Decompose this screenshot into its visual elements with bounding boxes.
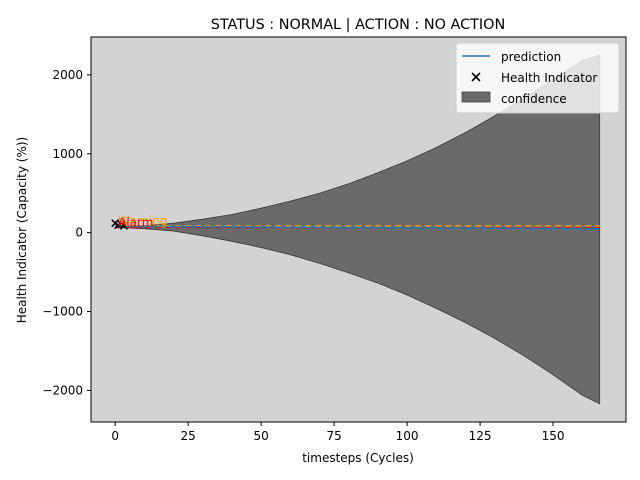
x-tick-label: 0 bbox=[111, 429, 119, 443]
confidence-band-group bbox=[123, 54, 601, 405]
x-tick-label: 125 bbox=[469, 429, 492, 443]
health-indicator-points-group bbox=[111, 219, 129, 230]
legend-box bbox=[455, 42, 620, 114]
legend-label-confidence: confidence bbox=[501, 92, 567, 106]
legend: prediction Health Indicator confidence bbox=[455, 42, 620, 114]
y-tick-label: −2000 bbox=[42, 383, 83, 397]
legend-label-prediction: prediction bbox=[501, 50, 561, 64]
legend-swatch-health-indicator bbox=[471, 72, 481, 82]
y-axis-label: Health Indicator (Capacity (%)) bbox=[15, 137, 29, 323]
y-tick-label: 1000 bbox=[52, 147, 83, 161]
y-tick-label: 2000 bbox=[52, 68, 83, 82]
threshold-label-warning: Warning bbox=[118, 214, 167, 228]
threshold-label-alarm: Alarm bbox=[118, 216, 153, 230]
x-tick-label: 50 bbox=[254, 429, 269, 443]
prediction-line-group bbox=[115, 225, 600, 230]
plot-frame bbox=[90, 36, 627, 423]
confidence-band bbox=[123, 54, 601, 405]
x-tick-label: 75 bbox=[326, 429, 341, 443]
x-axis-label: timesteps (Cycles) bbox=[302, 451, 414, 465]
x-tick-label: 25 bbox=[181, 429, 196, 443]
y-tick-label: 0 bbox=[75, 226, 83, 240]
x-tick-label: 100 bbox=[396, 429, 419, 443]
x-tick-label: 150 bbox=[542, 429, 565, 443]
legend-label-health-indicator: Health Indicator bbox=[501, 71, 597, 85]
x-axis: 0 25 50 75 100 125 150 bbox=[111, 422, 564, 443]
y-tick-label: −1000 bbox=[42, 305, 83, 319]
health-indicator-point bbox=[119, 221, 129, 230]
chart-title: STATUS : NORMAL | ACTION : NO ACTION bbox=[211, 17, 506, 33]
y-axis: −2000 −1000 0 1000 2000 bbox=[42, 68, 91, 397]
legend-swatch-confidence bbox=[461, 91, 491, 103]
prediction-line bbox=[115, 225, 600, 230]
